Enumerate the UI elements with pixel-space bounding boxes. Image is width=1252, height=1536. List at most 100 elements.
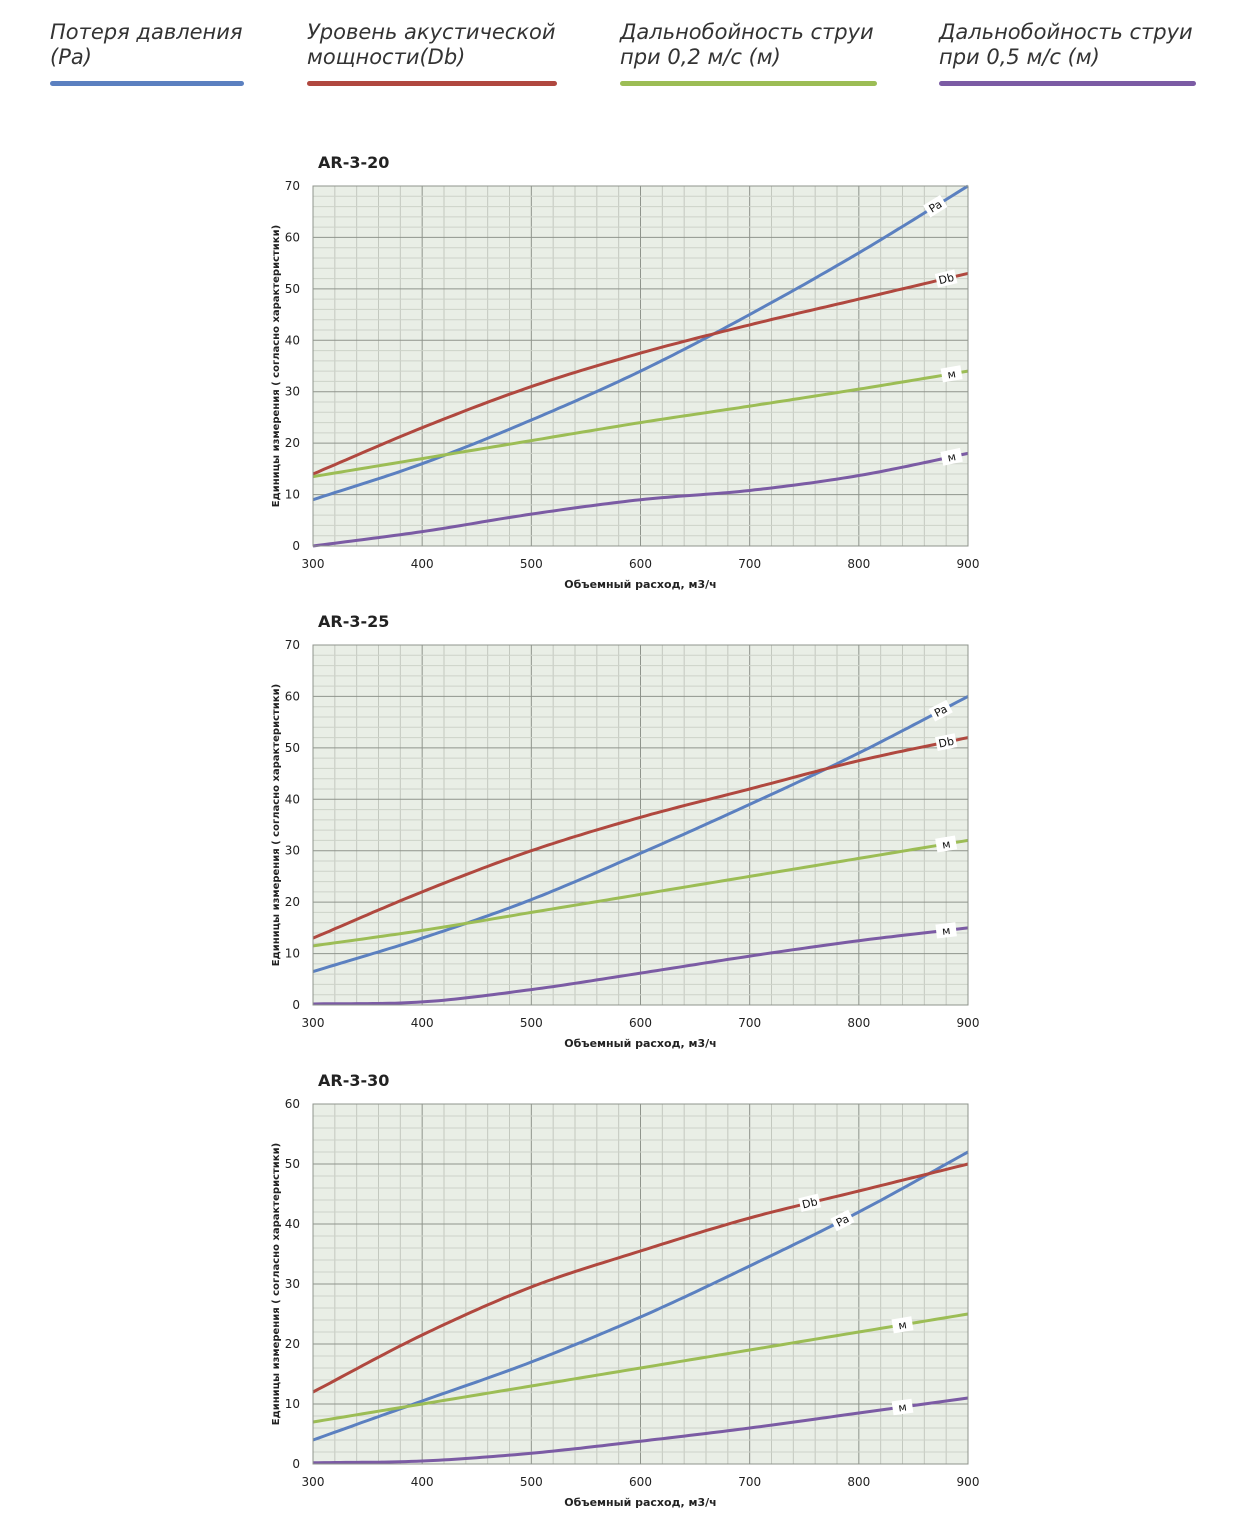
legend-item-throw-05: Дальнобойность струи при 0,5 м/с (м) xyxy=(939,20,1196,86)
series-label: Pa xyxy=(927,198,945,216)
series-label: Db xyxy=(937,271,955,287)
y-tick-label: 40 xyxy=(285,333,300,347)
y-tick-label: 70 xyxy=(285,638,300,652)
x-tick-label: 400 xyxy=(411,1475,434,1489)
y-tick-label: 50 xyxy=(285,282,300,296)
series-label-bg xyxy=(934,733,958,751)
y-tick-label: 60 xyxy=(285,1097,300,1111)
x-tick-label: 400 xyxy=(411,557,434,571)
x-tick-label: 500 xyxy=(520,1016,543,1030)
plot-border xyxy=(312,1103,969,1465)
x-tick-label: 600 xyxy=(629,557,652,571)
y-tick-label: 0 xyxy=(292,539,300,553)
y-tick-label: 0 xyxy=(292,1457,300,1471)
series-label-group: Pa xyxy=(830,1209,855,1232)
legend-swatch xyxy=(939,81,1196,86)
legend-swatch xyxy=(307,81,557,86)
y-axis-label: Единицы измерения ( согласно характерист… xyxy=(271,225,282,507)
legend-item-throw-02: Дальнобойность струи при 0,2 м/с (м) xyxy=(620,20,877,86)
series-line--0-2--2 xyxy=(312,1312,969,1424)
x-tick-label: 900 xyxy=(957,557,980,571)
series-label-group: Db xyxy=(934,269,958,288)
series-line--0-5--3 xyxy=(312,1396,969,1465)
y-tick-label: 20 xyxy=(285,895,300,909)
y-tick-label: 10 xyxy=(285,1397,300,1411)
chart-svg: AR-3-30 300 400 500 600 700 800 900 0 10 20 30 40 50 6… xyxy=(271,1071,980,1509)
series-label-bg xyxy=(940,365,963,383)
y-tick-label: 50 xyxy=(285,1157,300,1171)
y-tick-label: 10 xyxy=(285,488,300,502)
series-label: Db xyxy=(801,1195,819,1211)
legend-label: Потеря давления (Pa) xyxy=(50,20,243,69)
series-label-group: Db xyxy=(934,733,958,751)
y-tick-label: 40 xyxy=(285,1217,300,1231)
legend-swatch xyxy=(620,81,877,86)
legend: Потеря давления (Pa) Уровень акустическо… xyxy=(0,20,1252,100)
y-tick-label: 0 xyxy=(292,998,300,1012)
series-line--0-2--2 xyxy=(312,369,969,479)
legend-item-acoustic: Уровень акустической мощности(Db) xyxy=(307,20,557,86)
y-tick-label: 30 xyxy=(285,844,300,858)
series-label: Db xyxy=(937,735,955,751)
x-tick-label: 300 xyxy=(302,1016,325,1030)
chart-svg: AR-3-20 300 400 500 600 700 800 900 0 10 20 30 40 50 6… xyxy=(271,153,980,591)
series-label-bg xyxy=(940,447,963,466)
x-axis-label: Объемный расход, м3/ч xyxy=(564,1496,716,1509)
y-tick-label: 40 xyxy=(285,792,300,806)
chart-title: AR-3-30 xyxy=(318,1071,389,1090)
series-label-bg xyxy=(891,1316,914,1334)
plot-border xyxy=(312,185,969,547)
y-tick-label: 20 xyxy=(285,436,300,450)
x-tick-label: 500 xyxy=(520,557,543,571)
series-line--0-5--3 xyxy=(312,451,969,548)
y-axis-label: Единицы измерения ( согласно характерист… xyxy=(271,1143,282,1425)
x-tick-label: 700 xyxy=(738,557,761,571)
y-tick-label: 50 xyxy=(285,741,300,755)
x-tick-label: 300 xyxy=(302,557,325,571)
x-tick-label: 300 xyxy=(302,1475,325,1489)
chart-ar-3-30: AR-3-30 300 400 500 600 700 800 900 0 10 20 30 40 50 6… xyxy=(0,1066,1252,1526)
chart-ar-3-20: AR-3-20 300 400 500 600 700 800 900 0 10 20 30 40 50 6… xyxy=(0,148,1252,608)
series-line--0-5--3 xyxy=(312,926,969,1006)
series-label-group: Db xyxy=(798,1193,822,1212)
series-label-bg xyxy=(935,922,957,939)
series-label-bg xyxy=(928,699,953,722)
x-tick-label: 600 xyxy=(629,1475,652,1489)
series-line-db-1 xyxy=(312,271,969,476)
x-axis-label: Объемный расход, м3/ч xyxy=(564,578,716,591)
series-line-pa-0 xyxy=(312,1150,969,1442)
series-line-pa-0 xyxy=(312,184,969,502)
y-tick-label: 30 xyxy=(285,385,300,399)
x-tick-label: 700 xyxy=(738,1016,761,1030)
series-label: м xyxy=(941,837,951,851)
x-tick-label: 800 xyxy=(847,1016,870,1030)
legend-item-pressure: Потеря давления (Pa) xyxy=(50,20,244,86)
y-tick-label: 30 xyxy=(285,1277,300,1291)
chart-ar-3-25: AR-3-25 300 400 500 600 700 800 900 0 10 20 30 40 50 6… xyxy=(0,607,1252,1067)
x-tick-label: 700 xyxy=(738,1475,761,1489)
x-tick-label: 800 xyxy=(847,1475,870,1489)
series-label-group: Pa xyxy=(923,194,948,218)
legend-label: Уровень акустической мощности(Db) xyxy=(307,20,556,69)
series-label-group: м xyxy=(891,1398,914,1416)
legend-label: Дальнобойность струи при 0,2 м/с (м) xyxy=(620,20,874,69)
series-label: м xyxy=(946,450,957,464)
series-label-bg xyxy=(923,194,948,218)
series-label-group: м xyxy=(940,365,963,383)
chart-svg: AR-3-25 300 400 500 600 700 800 900 0 10 20 30 40 50 6… xyxy=(271,612,979,1050)
plot-border xyxy=(312,644,969,1006)
series-label-group: м xyxy=(891,1316,914,1334)
series-label-group: Pa xyxy=(928,699,953,722)
series-label: Pa xyxy=(834,1212,851,1229)
x-tick-label: 900 xyxy=(957,1475,980,1489)
series-line-db-1 xyxy=(312,1162,969,1394)
series-line-db-1 xyxy=(312,736,969,940)
series-label: м xyxy=(898,1400,908,1414)
series-line-pa-0 xyxy=(312,695,969,974)
x-tick-label: 500 xyxy=(520,1475,543,1489)
legend-swatch xyxy=(50,81,244,86)
series-label: м xyxy=(941,924,951,938)
x-tick-label: 400 xyxy=(411,1016,434,1030)
series-label-bg xyxy=(798,1193,822,1212)
y-tick-label: 20 xyxy=(285,1337,300,1351)
